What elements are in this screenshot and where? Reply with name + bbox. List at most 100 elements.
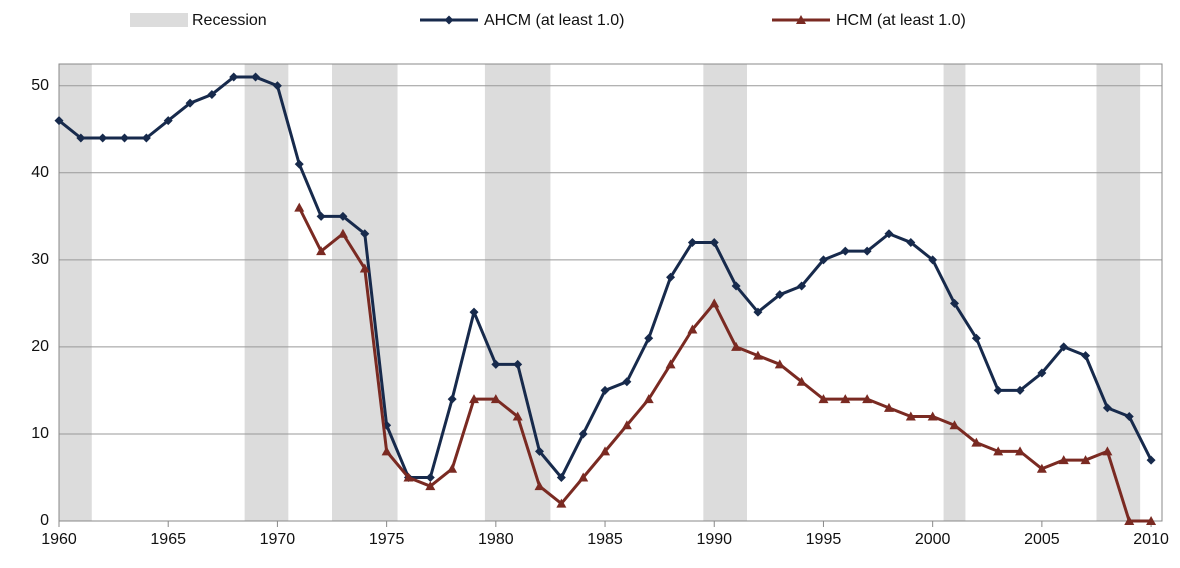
point: [1015, 385, 1025, 395]
point: [643, 394, 654, 404]
point: [993, 446, 1004, 456]
point: [797, 281, 807, 291]
point: [468, 394, 479, 404]
point: [949, 420, 960, 430]
point: [316, 246, 327, 256]
point: [796, 376, 807, 386]
point: [1081, 351, 1091, 361]
point: [1124, 516, 1135, 525]
point: [862, 394, 873, 404]
point: [905, 411, 916, 421]
point: [1102, 403, 1112, 413]
point: [120, 133, 130, 143]
point: [796, 15, 806, 24]
point: [444, 15, 454, 25]
point: [294, 202, 305, 212]
point: [818, 394, 829, 404]
point: [556, 472, 566, 482]
point: [76, 133, 86, 143]
point: [294, 159, 304, 169]
point: [666, 272, 676, 282]
y-tick-label: 30: [31, 251, 49, 268]
x-tick-label: 2010: [1133, 531, 1169, 548]
point: [1059, 342, 1069, 352]
point: [906, 237, 916, 247]
point: [141, 133, 151, 143]
point: [993, 385, 1003, 395]
point: [578, 429, 588, 439]
point: [971, 437, 982, 447]
legend-label: AHCM (at least 1.0): [484, 12, 624, 29]
point: [1124, 412, 1134, 422]
x-tick-label: 1975: [369, 531, 405, 548]
recession-band: [244, 64, 289, 521]
point: [665, 359, 676, 369]
point: [338, 211, 348, 221]
point: [337, 228, 348, 238]
point: [207, 89, 217, 99]
series-line: [58, 75, 1153, 479]
point: [1146, 516, 1157, 525]
legend-swatch: [130, 13, 188, 27]
point: [1146, 455, 1156, 465]
x-tick-label: 1960: [41, 531, 77, 548]
recession-band: [943, 64, 966, 521]
series-line: [297, 206, 1152, 523]
point: [163, 116, 173, 126]
x-tick-label: 2000: [915, 531, 951, 548]
point: [512, 411, 523, 421]
point: [578, 472, 589, 482]
y-tick-label: 20: [31, 338, 49, 355]
point: [971, 333, 981, 343]
legend-label: Recession: [192, 12, 267, 29]
y-tick-label: 50: [31, 77, 49, 94]
point: [687, 237, 697, 247]
point: [425, 472, 435, 482]
point: [753, 307, 763, 317]
point: [600, 446, 611, 456]
point: [752, 350, 763, 360]
point: [709, 237, 719, 247]
point: [818, 255, 828, 265]
point: [447, 463, 458, 473]
point: [775, 290, 785, 300]
point: [840, 394, 851, 404]
point: [403, 472, 414, 482]
point: [381, 446, 392, 456]
point: [251, 72, 261, 82]
y-tick-label: 0: [40, 512, 49, 529]
point: [98, 133, 108, 143]
point: [513, 359, 523, 369]
x-tick-label: 1970: [260, 531, 296, 548]
point: [840, 246, 850, 256]
point: [731, 281, 741, 291]
x-tick-label: 1995: [806, 531, 842, 548]
point: [622, 377, 632, 387]
point: [490, 394, 501, 404]
y-tick-label: 10: [31, 425, 49, 442]
point: [1102, 446, 1113, 456]
point: [862, 246, 872, 256]
point: [950, 298, 960, 308]
recession-band: [59, 64, 92, 521]
point: [709, 298, 720, 308]
point: [1080, 455, 1091, 465]
x-tick-label: 1990: [696, 531, 732, 548]
point: [687, 324, 698, 334]
point: [644, 333, 654, 343]
point: [1036, 463, 1047, 473]
point: [447, 394, 457, 404]
point: [469, 307, 479, 317]
point: [1058, 455, 1069, 465]
point: [272, 81, 282, 91]
recession-band: [484, 64, 551, 521]
x-tick-label: 1980: [478, 531, 514, 548]
point: [360, 229, 370, 239]
x-tick-label: 1965: [150, 531, 186, 548]
point: [425, 481, 436, 491]
point: [54, 116, 64, 126]
point: [1037, 368, 1047, 378]
point: [229, 72, 239, 82]
point: [883, 402, 894, 412]
